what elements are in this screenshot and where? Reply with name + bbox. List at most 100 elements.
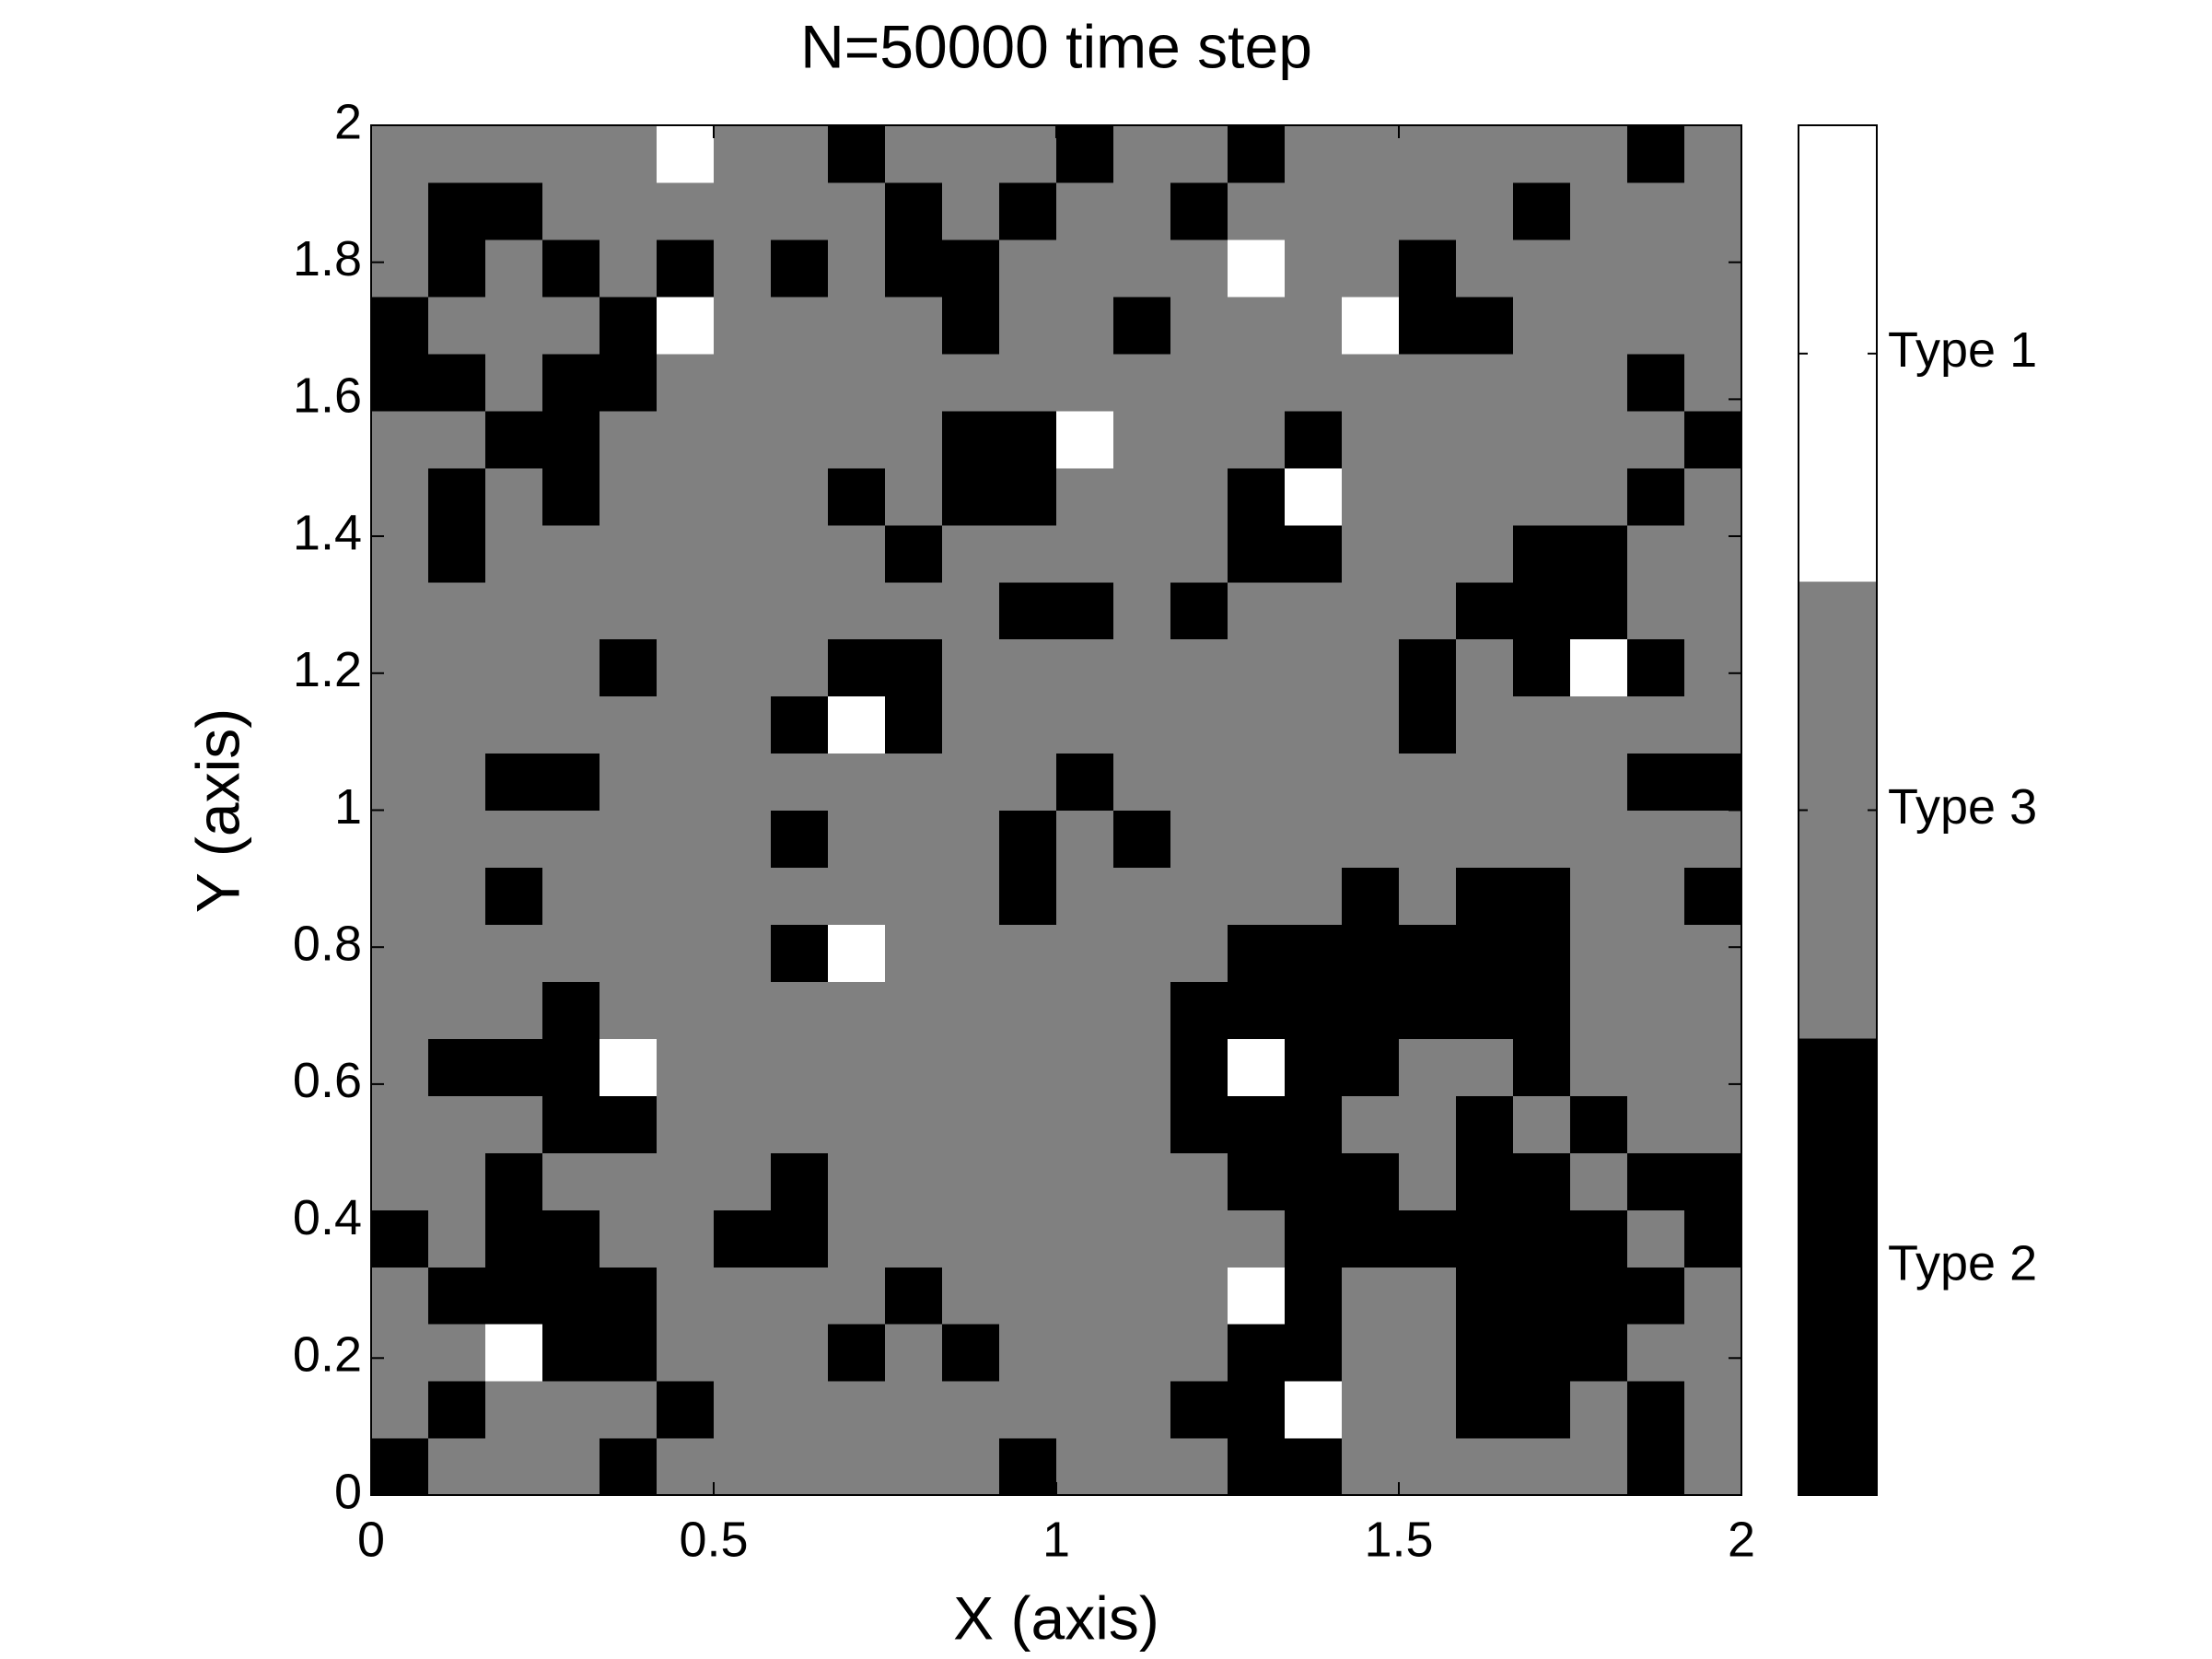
cell <box>999 524 1057 583</box>
cell <box>1342 1095 1400 1153</box>
cell <box>1113 981 1171 1039</box>
cell <box>600 638 658 697</box>
cell <box>657 524 715 583</box>
cell <box>600 1438 658 1496</box>
cell <box>1056 1267 1114 1325</box>
cell <box>942 1438 1000 1496</box>
cell <box>1684 1381 1742 1439</box>
cell <box>1170 467 1228 526</box>
cell <box>1056 1381 1114 1439</box>
cell <box>942 867 1000 926</box>
cell <box>1170 695 1228 754</box>
cell <box>771 467 829 526</box>
cell <box>371 1209 429 1268</box>
cell <box>1170 410 1228 469</box>
cell <box>828 924 886 982</box>
cell <box>1113 524 1171 583</box>
cell <box>1570 467 1628 526</box>
cell <box>1056 638 1114 697</box>
cell <box>428 981 486 1039</box>
cell <box>1285 1209 1343 1268</box>
cell <box>600 1381 658 1439</box>
cell <box>942 524 1000 583</box>
cell <box>1399 867 1457 926</box>
cell <box>885 1095 943 1153</box>
cell <box>771 1209 829 1268</box>
cell <box>714 296 772 355</box>
cell <box>542 581 600 640</box>
cell <box>1684 1038 1742 1096</box>
cell <box>1056 810 1114 869</box>
cell <box>1627 353 1685 412</box>
colorbar-label: Type 2 <box>1888 1235 2037 1291</box>
cell <box>542 1209 600 1268</box>
cell <box>428 1152 486 1210</box>
cell <box>428 1381 486 1439</box>
cell <box>600 1324 658 1382</box>
cell <box>885 581 943 640</box>
cell <box>1399 467 1457 526</box>
cell <box>657 467 715 526</box>
cell <box>714 1324 772 1382</box>
cell <box>1228 524 1286 583</box>
cell <box>428 239 486 298</box>
cell <box>1170 981 1228 1039</box>
cell <box>1342 1152 1400 1210</box>
cell <box>1570 810 1628 869</box>
cell <box>1684 1095 1742 1153</box>
cell <box>1456 867 1514 926</box>
cell <box>942 467 1000 526</box>
cell <box>885 810 943 869</box>
cell <box>1170 296 1228 355</box>
cell <box>485 1381 543 1439</box>
cell <box>1513 981 1571 1039</box>
cell <box>1228 924 1286 982</box>
cell <box>371 581 429 640</box>
cell <box>714 1438 772 1496</box>
cell <box>885 1209 943 1268</box>
cell <box>371 1152 429 1210</box>
cell <box>1399 810 1457 869</box>
cell <box>999 695 1057 754</box>
cell <box>714 1152 772 1210</box>
cell <box>1456 239 1514 298</box>
cell <box>542 353 600 412</box>
cell <box>657 1438 715 1496</box>
cell <box>771 1038 829 1096</box>
cell <box>1113 1152 1171 1210</box>
cell <box>1570 181 1628 240</box>
cell <box>1113 695 1171 754</box>
cell <box>1399 1438 1457 1496</box>
cell <box>1342 581 1400 640</box>
cell <box>828 1209 886 1268</box>
cell <box>1285 1152 1343 1210</box>
colorbar-band <box>1799 125 1877 582</box>
cell <box>885 410 943 469</box>
cell <box>999 239 1057 298</box>
cell <box>999 1152 1057 1210</box>
cell <box>885 1381 943 1439</box>
cell <box>1228 981 1286 1039</box>
cell <box>1513 467 1571 526</box>
cell <box>771 1095 829 1153</box>
cell <box>1113 1095 1171 1153</box>
colorbar-band <box>1799 1038 1877 1495</box>
cell <box>771 1438 829 1496</box>
cell <box>600 1209 658 1268</box>
cell <box>371 924 429 982</box>
cell <box>1399 1324 1457 1382</box>
cell <box>771 125 829 183</box>
cell <box>657 981 715 1039</box>
cell <box>600 581 658 640</box>
cell <box>771 810 829 869</box>
cell <box>885 125 943 183</box>
cell <box>828 810 886 869</box>
cell <box>371 753 429 812</box>
cell <box>828 353 886 412</box>
cell <box>1627 1324 1685 1382</box>
cell <box>1342 867 1400 926</box>
cell <box>771 981 829 1039</box>
cell <box>371 410 429 469</box>
cell <box>1399 981 1457 1039</box>
cell <box>714 867 772 926</box>
